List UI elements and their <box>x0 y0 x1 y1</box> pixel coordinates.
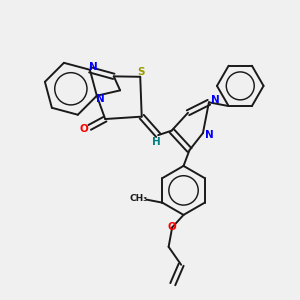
Text: CH₃: CH₃ <box>129 194 148 203</box>
Text: O: O <box>80 124 89 134</box>
Text: O: O <box>167 221 176 232</box>
Text: N: N <box>211 95 220 105</box>
Text: S: S <box>137 67 145 77</box>
Text: H: H <box>152 137 161 147</box>
Text: N: N <box>89 62 98 72</box>
Text: N: N <box>96 94 105 104</box>
Text: N: N <box>205 130 214 140</box>
